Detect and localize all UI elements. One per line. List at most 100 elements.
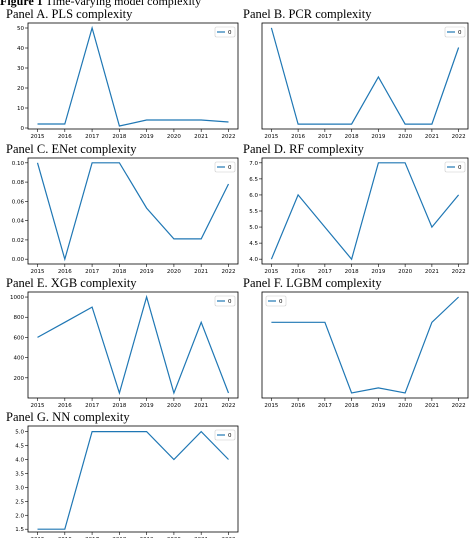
y-tick-label: 0 — [21, 126, 25, 132]
panel-e-chart: 2015 2016 2017 2018 2019 2020 2021 2022 200 400 60… — [10, 291, 239, 409]
series-line — [37, 25, 229, 127]
y-tick-label: 4.0 — [249, 257, 258, 263]
series-line — [37, 294, 230, 396]
y-tick-label: 0.08 — [12, 180, 25, 186]
y-tick-label: 4.5 — [15, 444, 24, 450]
figure-title-text: Time-varying model complexity — [45, 0, 202, 8]
x-tick-label: 2017 — [318, 269, 332, 275]
x-tick-label: 2015 — [264, 134, 278, 140]
x-tick-label: 2022 — [452, 134, 466, 140]
y-tick-label: 5.0 — [249, 225, 258, 231]
x-tick-label: 2017 — [318, 403, 332, 409]
y-tick-label: 600 — [14, 335, 25, 341]
x-tick-label: 2021 — [425, 269, 439, 275]
legend-label: 0 — [228, 433, 232, 439]
legend: 0 — [444, 26, 466, 38]
y-tick-label: 5.0 — [15, 430, 24, 436]
x-tick-label: 2018 — [345, 403, 359, 409]
x-tick-label: 2018 — [112, 269, 126, 275]
x-tick-label: 2020 — [398, 403, 412, 409]
x-tick-label: 2016 — [291, 403, 305, 409]
x-tick-label: 2021 — [194, 134, 208, 140]
x-tick-label: 2022 — [221, 134, 235, 140]
y-tick-label: 5.5 — [249, 209, 258, 215]
y-tick-label: 1000 — [10, 295, 24, 301]
x-tick-label: 2015 — [264, 269, 278, 275]
x-tick-label: 2021 — [425, 134, 439, 140]
x-tick-label: 2015 — [31, 403, 45, 409]
legend-label: 0 — [458, 165, 462, 171]
x-tick-label: 2019 — [140, 269, 154, 275]
y-tick-label: 200 — [14, 376, 25, 382]
x-tick-label: 2016 — [291, 134, 305, 140]
panel-g-chart: 201520162017201820192020202120221.52.02.… — [15, 425, 239, 538]
y-tick-label: 6.5 — [249, 177, 258, 183]
y-tick-label: 30 — [17, 66, 24, 72]
x-tick-label: 2022 — [221, 269, 235, 275]
x-tick-label: 2019 — [140, 134, 154, 140]
plot-frame — [27, 157, 239, 265]
y-tick-label: 2.5 — [15, 499, 24, 505]
y-tick-label: 3.0 — [15, 485, 24, 491]
legend: 0 — [214, 429, 236, 441]
panel-d-chart: 2015 2016 2017 2018 2019 2020 2021 2022 4.0 4.5 5.… — [249, 157, 469, 275]
legend: 0 — [444, 161, 466, 173]
series-line — [271, 296, 460, 394]
legend: 0 — [214, 295, 236, 307]
y-tick-label: 3.5 — [15, 471, 24, 477]
plot-frame — [27, 291, 239, 399]
y-tick-label: 0.10 — [12, 161, 25, 167]
y-tick-label: 40 — [17, 46, 24, 52]
x-tick-label: 2020 — [398, 134, 412, 140]
plot-frame — [27, 22, 239, 130]
x-tick-label: 2017 — [318, 134, 332, 140]
panel-g-title: Panel G. NN complexity — [6, 410, 130, 424]
x-tick-label: 2019 — [140, 403, 154, 409]
figure-label: Figure 1 — [0, 0, 43, 8]
y-tick-label: 1.5 — [15, 527, 24, 533]
panel-f-title: Panel F. LGBM complexity — [243, 276, 382, 290]
x-tick-label: 2015 — [264, 403, 278, 409]
legend: 0 — [214, 26, 236, 38]
x-tick-label: 2016 — [291, 269, 305, 275]
x-tick-label: 2018 — [345, 134, 359, 140]
panel-f-chart: 2015 2016 2017 2018 2019 2020 2021 2022 0 — [261, 291, 469, 409]
y-tick-label: 0.00 — [12, 257, 25, 263]
x-tick-label: 2017 — [85, 134, 99, 140]
x-tick-label: 2022 — [452, 403, 466, 409]
x-tick-label: 2021 — [425, 403, 439, 409]
x-tick-label: 2019 — [371, 134, 385, 140]
panel-b-title: Panel B. PCR complexity — [243, 7, 372, 21]
x-tick-label: 2019 — [371, 269, 385, 275]
plot-frame — [261, 291, 469, 399]
y-tick-label: 4.5 — [249, 241, 258, 247]
x-tick-label: 2022 — [452, 269, 466, 275]
x-tick-label: 2020 — [398, 269, 412, 275]
x-tick-label: 2020 — [167, 269, 181, 275]
figure-title: Figure 1 Time-varying model complexity — [0, 0, 201, 9]
legend-label: 0 — [228, 299, 232, 305]
x-tick-label: 2020 — [167, 403, 181, 409]
series-line — [37, 430, 229, 530]
y-tick-label: 4.0 — [15, 457, 24, 463]
x-tick-label: 2018 — [112, 403, 126, 409]
legend-label: 0 — [458, 30, 462, 36]
x-tick-label: 2018 — [112, 134, 126, 140]
legend: 0 — [265, 295, 287, 307]
x-tick-label: 2017 — [85, 403, 99, 409]
legend-label: 0 — [228, 165, 232, 171]
x-tick-label: 2018 — [345, 269, 359, 275]
y-tick-label: 0.04 — [12, 219, 25, 225]
series-line — [36, 162, 230, 262]
x-tick-label: 2021 — [194, 269, 208, 275]
y-tick-label: 0.06 — [12, 199, 25, 205]
panel-d-title: Panel D. RF complexity — [243, 142, 364, 156]
y-tick-label: 0.02 — [12, 238, 24, 244]
series-line — [270, 27, 460, 125]
x-tick-label: 2022 — [221, 403, 235, 409]
legend-label: 0 — [279, 299, 283, 305]
x-tick-label: 2016 — [58, 269, 72, 275]
plot-frame — [27, 425, 239, 533]
x-tick-label: 2016 — [58, 403, 72, 409]
panel-e-title: Panel E. XGB complexity — [6, 276, 137, 290]
